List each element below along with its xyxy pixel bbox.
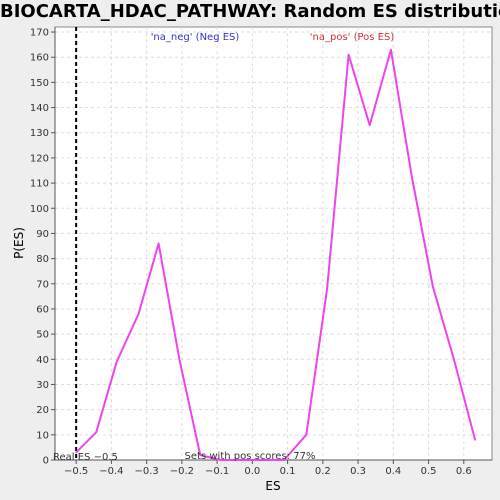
data-point — [95, 431, 98, 434]
x-tick-label: −0.2 — [170, 466, 194, 477]
x-tick-label: −0.4 — [99, 466, 123, 477]
y-tick-label: 40 — [36, 355, 49, 366]
y-tick-label: 60 — [36, 304, 49, 315]
x-tick-label: −0.3 — [134, 466, 158, 477]
data-point — [368, 124, 371, 126]
x-axis-title: ES — [265, 479, 280, 493]
neg-es-annotation: 'na_neg' (Neg ES) — [151, 32, 240, 43]
x-tick-label: 0.5 — [421, 466, 437, 477]
y-tick-label: 120 — [30, 153, 49, 164]
annotations: 'na_neg' (Neg ES) 'na_pos' (Pos ES) Real… — [53, 32, 394, 463]
y-tick-label: 90 — [36, 229, 49, 240]
data-point — [390, 48, 392, 51]
series-layer — [75, 48, 477, 461]
x-tick-label: 0.3 — [350, 466, 366, 477]
data-point — [283, 459, 285, 461]
es-distribution-line — [75, 48, 477, 461]
y-axis-title: P(ES) — [12, 227, 26, 259]
y-tick-label: 110 — [30, 179, 49, 190]
data-point — [240, 459, 243, 461]
real-es-annotation: Real ES −0.5 — [53, 452, 118, 463]
y-tick-label: 70 — [36, 279, 49, 290]
data-point — [199, 454, 201, 456]
x-tick-label: −0.1 — [205, 466, 229, 477]
data-point — [178, 358, 181, 361]
data-point — [347, 53, 350, 56]
y-tick-label: 170 — [30, 28, 49, 39]
x-tick-label: 0.6 — [456, 466, 472, 477]
pos-scores-annotation: Sets with pos scores: 77% — [185, 451, 316, 462]
x-tick-label: −0.5 — [64, 466, 88, 477]
data-point — [137, 313, 140, 315]
y-tick-label: 0 — [43, 456, 49, 467]
x-tick-label: 0.4 — [385, 466, 401, 477]
data-point — [453, 358, 455, 361]
data-point — [262, 459, 264, 461]
y-tick-label: 130 — [30, 128, 49, 139]
plot-background — [54, 26, 493, 461]
data-point — [75, 451, 77, 454]
y-tick-label: 140 — [30, 103, 49, 114]
data-point — [326, 288, 328, 290]
data-point — [157, 242, 160, 245]
data-point — [219, 459, 222, 461]
x-tick-label: 0.1 — [280, 466, 296, 477]
pos-es-annotation: 'na_pos' (Pos ES) — [310, 32, 395, 43]
y-tick-label: 10 — [36, 430, 49, 441]
data-point — [305, 434, 308, 436]
axes: 0 10 20 30 40 50 60 70 80 90 100 110 120 130 140 150 160… — [30, 27, 492, 477]
data-point — [410, 174, 413, 177]
y-tick-label: 20 — [36, 405, 49, 416]
y-tick-label: 100 — [30, 204, 49, 215]
y-tick-label: 50 — [36, 330, 49, 341]
y-tick-label: 80 — [36, 254, 49, 265]
chart-title: BIOCARTA_HDAC_PATHWAY: Random ES distrib… — [0, 1, 500, 22]
y-tick-label: 150 — [30, 78, 49, 89]
data-point — [474, 439, 476, 441]
data-point — [431, 285, 434, 288]
y-tick-label: 30 — [36, 380, 49, 391]
y-tick-label: 160 — [30, 53, 49, 64]
x-tick-label: 0.0 — [244, 466, 260, 477]
data-point — [115, 361, 118, 363]
x-tick-label: 0.2 — [315, 466, 331, 477]
